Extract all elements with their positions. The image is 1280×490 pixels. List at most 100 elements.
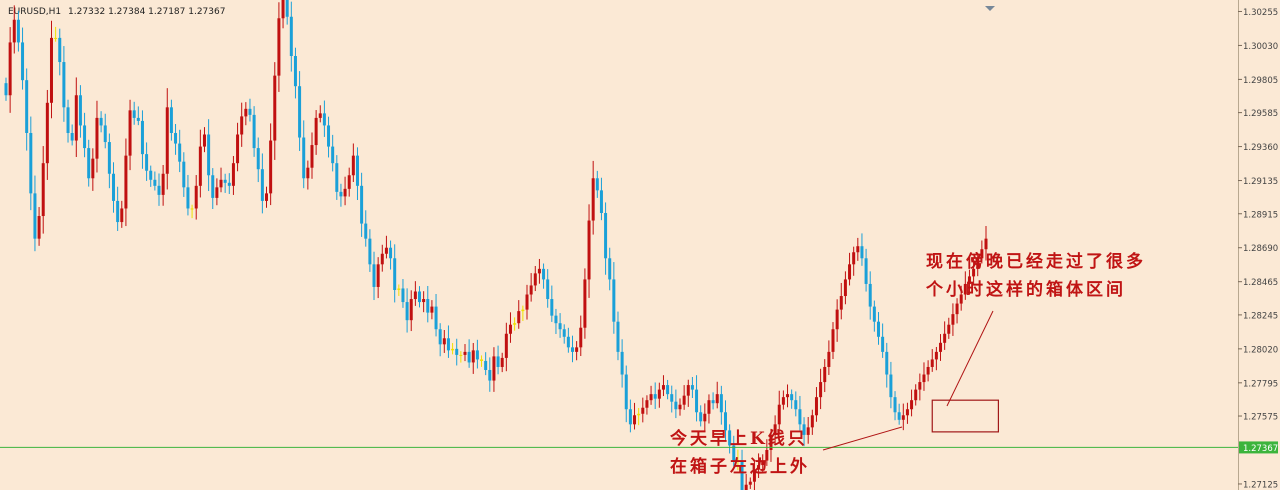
candle [380,244,384,272]
box-range-rectangle[interactable] [931,399,1000,433]
candle-body [777,404,781,425]
candle [649,385,653,405]
candle [426,285,430,323]
candle [459,351,463,363]
candle-body [265,193,269,201]
candle-body [633,415,637,425]
candle-body [248,108,252,115]
candle [653,382,657,410]
candle [157,173,161,206]
candle-body [542,268,546,280]
candle-body [4,83,8,96]
candle-body [963,283,967,295]
candle-body [161,173,165,195]
candle-body [418,291,422,303]
candle-body [136,117,140,121]
candle [202,127,206,153]
candle-body [318,113,322,118]
candle-body [132,110,136,118]
candle [269,123,273,206]
candle [186,174,190,216]
candle [889,361,893,409]
candle [293,47,297,99]
candle-body [298,86,302,138]
candle [265,186,269,208]
candle [976,252,980,277]
candle [21,27,25,90]
candle [695,375,699,422]
candle [558,313,562,338]
candle-body [310,145,314,168]
candle-body [827,351,831,367]
candle [66,99,70,143]
candle [786,384,790,408]
candle-body [608,258,612,280]
candle-body [955,303,959,315]
candle [761,454,765,472]
candle [972,258,976,286]
candle-body [579,327,583,348]
candle-body [881,336,885,352]
candle-body [343,188,347,197]
candle [12,5,16,54]
candle-body [893,397,897,413]
candle [823,359,827,393]
candle [463,344,467,362]
candle-body [484,360,488,370]
candle-body [190,208,194,210]
candle [227,173,231,194]
candle-body [525,294,529,310]
candle [418,286,422,308]
candle-body [244,108,248,117]
candle-body [492,356,496,381]
candle-body [587,220,591,280]
candle-body [145,154,149,171]
candle-body [413,291,417,300]
candle [566,327,570,353]
box-note-pointer [946,310,994,407]
candle-body [252,114,256,149]
candle-body [384,247,388,254]
candle [302,120,306,189]
candle-body [327,125,331,147]
candle-body [463,351,467,355]
candle [583,268,587,339]
candle-body [442,338,446,345]
candle-body [372,264,376,287]
y-tick-label: 1.28465 [1243,278,1278,288]
candle [339,183,343,207]
candle [281,0,285,29]
candle-body [653,394,657,399]
candle [178,129,182,173]
candle-body [120,208,124,223]
candle-body [769,434,773,450]
candle-body [554,315,558,324]
candle [984,226,988,261]
candle-body [37,216,41,239]
candle [368,229,372,272]
candle-body [409,299,413,321]
candle-body [686,385,690,396]
candle-body [947,324,951,334]
y-tick-label: 1.28245 [1243,311,1278,321]
candle [8,27,12,113]
candle [848,252,852,286]
chart-shift-icon[interactable] [985,6,995,11]
candle-body [711,400,715,404]
candle [83,112,87,158]
candle-body [537,268,541,274]
candle-body [12,19,16,43]
candle-body [939,342,943,352]
candle [947,317,951,339]
candle [120,200,124,228]
candle-body [393,258,397,290]
candle-body [645,400,649,408]
candle [116,186,120,231]
candle-body [66,107,70,133]
candle-body [306,167,310,179]
candle-body [620,351,624,375]
candle [331,134,335,172]
candle-body [347,175,351,189]
candle-body [943,333,947,343]
